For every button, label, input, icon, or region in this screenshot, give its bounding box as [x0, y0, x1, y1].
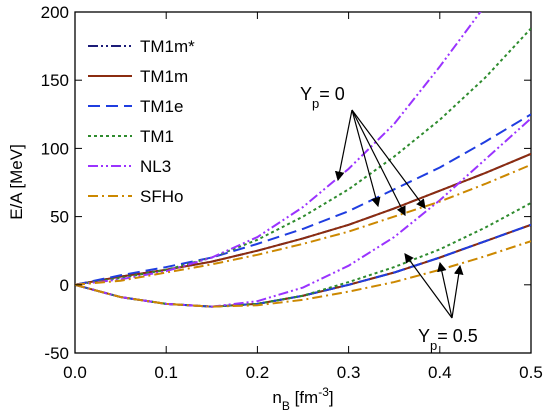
- x-tick-label: 0.0: [63, 363, 87, 382]
- arrows: [334, 109, 464, 319]
- x-tick-label: 0.5: [519, 363, 543, 382]
- series-line: [75, 223, 531, 308]
- x-tick-label: 0.2: [246, 363, 270, 382]
- y-tick-label: 100: [41, 139, 69, 158]
- legend-label: TM1m*: [140, 37, 195, 56]
- curves: [75, 12, 531, 308]
- y-tick-label: 150: [41, 71, 69, 90]
- annotation: Yp= 0.5: [418, 326, 478, 353]
- plot-frame: [74, 11, 532, 354]
- y-tick-label: -50: [44, 344, 69, 363]
- series-line: [75, 117, 531, 308]
- y-axis-label: E/A [MeV]: [7, 144, 26, 220]
- legend-label: SFHo: [140, 187, 183, 206]
- y-tick-label: 50: [50, 208, 69, 227]
- x-tick-label: 0.3: [337, 363, 361, 382]
- x-tick-label: 0.4: [428, 363, 452, 382]
- series-line: [75, 202, 531, 308]
- legend-label: TM1e: [140, 97, 183, 116]
- y-tick-label: 0: [60, 276, 69, 295]
- legend-label: TM1: [140, 127, 174, 146]
- legend-label: NL3: [140, 157, 171, 176]
- series-line: [75, 27, 531, 286]
- series-line: [75, 223, 531, 308]
- series-line: [75, 12, 482, 286]
- series-line: [75, 113, 531, 286]
- annotation: Yp= 0: [300, 84, 345, 111]
- series-line: [75, 223, 531, 308]
- series-line: [75, 152, 531, 286]
- y-tick-label: 200: [41, 3, 69, 22]
- x-axis-label: nB [fm-3]: [272, 385, 333, 413]
- legend-label: TM1m: [140, 67, 188, 86]
- x-tick-label: 0.1: [154, 363, 178, 382]
